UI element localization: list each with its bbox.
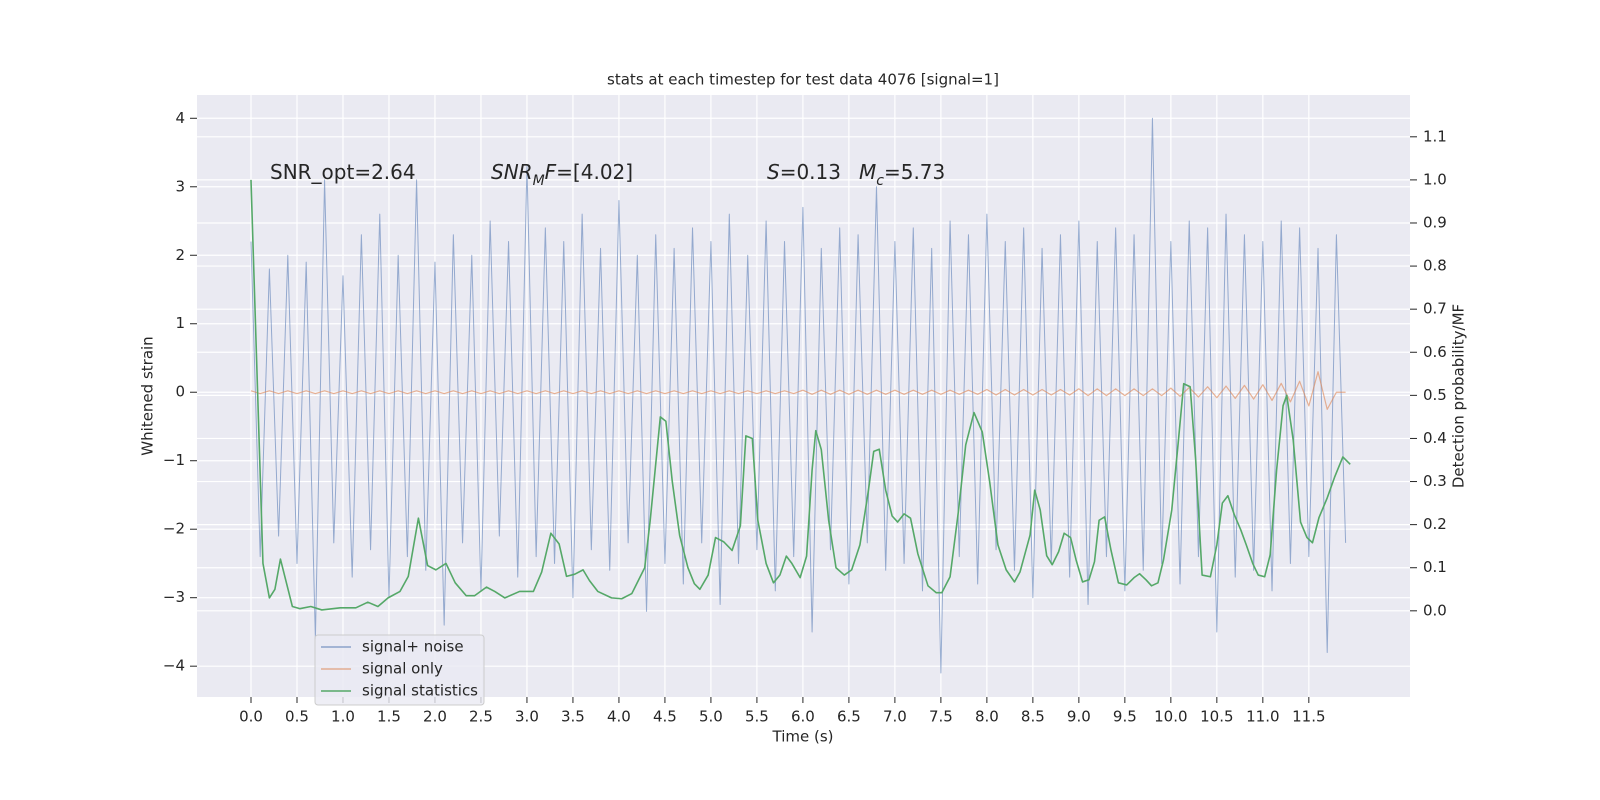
y2-axis-label: Detection probability/MF xyxy=(1450,304,1468,488)
y-axis-label: Whitened strain xyxy=(139,336,157,455)
y2-tick-label: 0.5 xyxy=(1423,386,1447,404)
series-line xyxy=(250,179,1351,611)
y-tick-label: −2 xyxy=(163,520,185,538)
x-tick-label: 3.0 xyxy=(515,708,539,726)
legend-label: signal+ noise xyxy=(362,638,464,656)
x-tick-label: 1.0 xyxy=(331,708,355,726)
series-line xyxy=(250,117,1347,674)
annotation-part: M xyxy=(859,160,876,184)
y-tick-label: −1 xyxy=(163,451,185,469)
x-tick-label: 7.0 xyxy=(883,708,907,726)
x-tick-label: 2.0 xyxy=(423,708,447,726)
y2-tick-label: 0.0 xyxy=(1423,601,1447,619)
annotation-part: M xyxy=(533,173,545,189)
legend-label: signal only xyxy=(362,660,443,678)
x-axis-label: Time (s) xyxy=(772,728,834,746)
x-tick-label: 4.0 xyxy=(607,708,631,726)
x-tick-label: 9.0 xyxy=(1067,708,1091,726)
x-tick-label: 6.5 xyxy=(837,708,861,726)
series-line xyxy=(250,371,1346,410)
y2-tick-label: 0.6 xyxy=(1423,343,1447,361)
chart-title: stats at each timestep for test data 407… xyxy=(607,71,999,89)
x-tick-label: 1.5 xyxy=(377,708,401,726)
annotation: Mc=5.73 xyxy=(859,160,945,190)
annotation: SNR_opt=2.64 xyxy=(270,160,416,184)
y-tick-label: −4 xyxy=(163,657,185,675)
y2-tick-label: 0.3 xyxy=(1423,472,1447,490)
x-tick-label: 11.5 xyxy=(1292,708,1325,726)
x-tick-label: 5.0 xyxy=(699,708,723,726)
x-tick-label: 6.0 xyxy=(791,708,815,726)
x-tick-label: 0.0 xyxy=(239,708,263,726)
y-tick-label: 2 xyxy=(175,246,185,264)
x-tick-label: 9.5 xyxy=(1113,708,1137,726)
annotation-part: c xyxy=(876,173,884,189)
x-tick-label: 7.5 xyxy=(929,708,953,726)
annotation-part: F xyxy=(545,160,557,184)
x-tick-label: 11.0 xyxy=(1246,708,1279,726)
y-tick-label: 1 xyxy=(175,314,185,332)
annotation-part: SNR_opt=2.64 xyxy=(270,160,416,184)
legend-label: signal statistics xyxy=(362,682,478,700)
y2-tick-label: 0.2 xyxy=(1423,515,1447,533)
x-tick-label: 2.5 xyxy=(469,708,493,726)
annotation-part: S xyxy=(767,160,780,184)
y-tick-label: 4 xyxy=(175,109,185,127)
y-tick-label: 0 xyxy=(175,383,185,401)
y2-tick-label: 0.1 xyxy=(1423,558,1447,576)
x-tick-label: 5.5 xyxy=(745,708,769,726)
annotation: S=0.13 xyxy=(767,160,841,184)
annotation: SNRMF=[4.02] xyxy=(491,160,633,190)
y-tick-label: −3 xyxy=(163,588,185,606)
x-tick-label: 4.5 xyxy=(653,708,677,726)
annotation-part: SNR xyxy=(491,160,533,184)
x-tick-label: 3.5 xyxy=(561,708,585,726)
y2-tick-label: 1.0 xyxy=(1423,170,1447,188)
x-tick-label: 10.5 xyxy=(1200,708,1233,726)
y2-tick-label: 1.1 xyxy=(1423,127,1447,145)
y2-tick-label: 0.4 xyxy=(1423,429,1447,447)
y2-tick-label: 0.7 xyxy=(1423,300,1447,318)
x-tick-label: 8.0 xyxy=(975,708,999,726)
y2-tick-label: 0.8 xyxy=(1423,257,1447,275)
legend-box xyxy=(314,634,485,706)
x-tick-label: 0.5 xyxy=(285,708,309,726)
annotation-part: =0.13 xyxy=(780,160,841,184)
x-tick-label: 10.0 xyxy=(1154,708,1187,726)
y-tick-label: 3 xyxy=(175,177,185,195)
annotation-part: =[4.02] xyxy=(556,160,633,184)
y2-tick-label: 0.9 xyxy=(1423,213,1447,231)
x-tick-label: 8.5 xyxy=(1021,708,1045,726)
annotation-part: =5.73 xyxy=(884,160,945,184)
